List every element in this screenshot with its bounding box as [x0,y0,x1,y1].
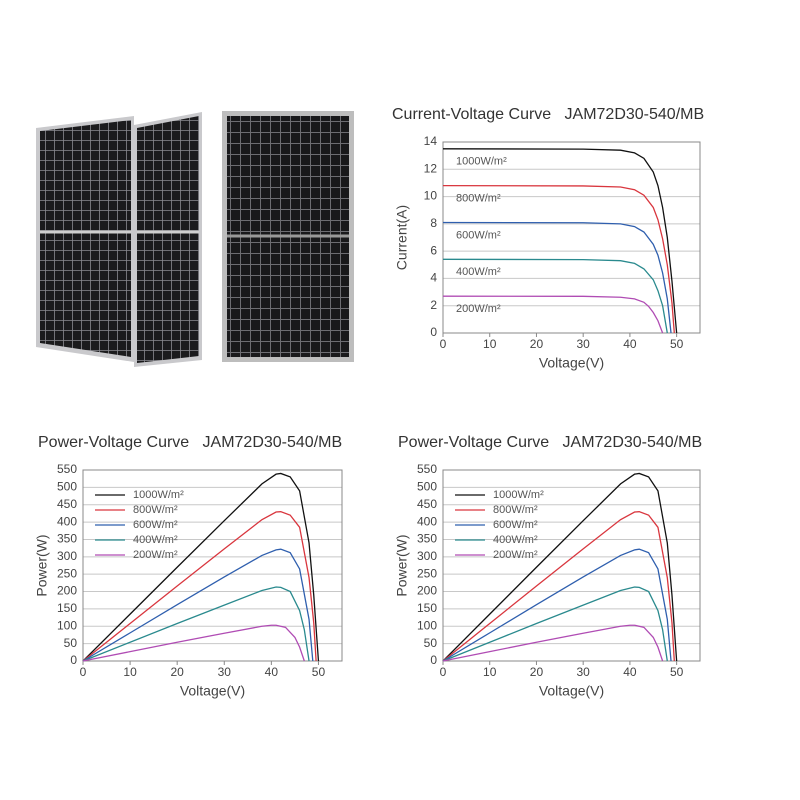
legend-text: 600W/m² [133,519,178,531]
series-line [442,548,672,662]
y-tick-label: 250 [417,566,437,580]
series-line [442,148,678,334]
solar-panels [36,111,354,367]
y-tick-label: 100 [417,618,437,632]
y-axis-label: Power(W) [34,534,50,596]
legend-text: 200W/m² [493,549,538,561]
y-tick-label: 450 [417,497,437,511]
y-tick-label: 350 [417,532,437,546]
y-tick-label: 4 [430,271,437,285]
legend-text: 600W/m² [493,519,538,531]
y-tick-label: 450 [57,497,77,511]
plot-frame [442,469,701,662]
series-line [442,472,678,662]
y-tick-label: 250 [57,566,77,580]
y-tick-label: 300 [417,549,437,563]
y-tick-label: 0 [430,653,437,667]
legend-text: 400W/m² [493,534,538,546]
legend-text: 800W/m² [133,504,178,516]
y-tick-label: 8 [430,216,437,230]
y-tick-label: 500 [417,480,437,494]
plot-frame [442,141,701,334]
curve-label: 400W/m² [456,266,501,278]
x-tick-label: 10 [483,337,497,351]
x-tick-label: 10 [483,665,497,679]
series-line [442,258,668,334]
y-tick-label: 14 [424,134,438,148]
chart-title: Power-Voltage Curve JAM72D30-540/MB [38,434,342,451]
x-tick-label: 0 [440,665,447,679]
series-line [82,586,310,662]
y-tick-label: 500 [57,480,77,494]
y-axis-label: Power(W) [394,534,410,596]
y-tick-label: 2 [430,298,437,312]
chart: Current-Voltage Curve JAM72D30-540/MB 0 2 4… [392,106,704,370]
y-tick-label: 50 [424,636,438,650]
y-tick-label: 12 [424,161,438,175]
panel [40,120,131,357]
x-tick-label: 50 [670,665,684,679]
chart: Power-Voltage Curve JAM72D30-540/MB 0 50 10… [34,434,343,699]
x-tick-label: 20 [171,665,185,679]
x-tick-label: 20 [530,337,544,351]
series-line [442,624,664,662]
y-tick-label: 550 [57,462,77,476]
y-tick-label: 100 [57,618,77,632]
y-tick-label: 150 [417,601,437,615]
curve-label: 800W/m² [456,193,501,205]
y-tick-label: 10 [424,189,438,203]
y-tick-label: 200 [57,584,77,598]
legend-text: 1000W/m² [493,489,544,501]
series-line [442,511,675,662]
x-axis-label: Voltage(V) [539,683,604,699]
series-line [82,472,320,662]
chart-title: Power-Voltage Curve JAM72D30-540/MB [398,434,702,451]
series-line [82,548,314,662]
curve-label: 600W/m² [456,229,501,241]
y-tick-label: 50 [64,636,78,650]
x-tick-label: 30 [577,337,591,351]
y-tick-label: 400 [417,514,437,528]
series-line [82,624,305,662]
series-line [442,295,664,334]
chart-title: Current-Voltage Curve JAM72D30-540/MB [392,106,704,123]
y-tick-label: 550 [417,462,437,476]
series-line [442,185,675,334]
x-tick-label: 40 [265,665,279,679]
chart: Power-Voltage Curve JAM72D30-540/MB 0 50 10… [394,434,702,698]
y-tick-label: 0 [70,653,77,667]
x-tick-label: 50 [670,337,684,351]
y-tick-label: 150 [57,601,77,615]
y-tick-label: 6 [430,243,437,257]
x-tick-label: 40 [623,665,637,679]
curve-label: 1000W/m² [456,156,507,168]
series-line [442,221,672,334]
y-tick-label: 350 [57,532,77,546]
x-tick-label: 10 [123,665,137,679]
series-line [82,511,317,662]
x-tick-label: 50 [312,665,326,679]
y-axis-label: Current(A) [394,205,410,270]
x-tick-label: 30 [577,665,591,679]
x-axis-label: Voltage(V) [180,683,245,699]
panel [137,116,199,363]
curve-label: 200W/m² [456,303,501,315]
x-tick-label: 30 [218,665,232,679]
x-tick-label: 20 [530,665,544,679]
y-tick-label: 200 [417,584,437,598]
y-tick-label: 300 [57,549,77,563]
x-tick-label: 40 [623,337,637,351]
plot-frame [82,469,343,662]
legend-text: 800W/m² [493,504,538,516]
legend-text: 1000W/m² [133,489,184,501]
series-line [442,586,668,662]
x-tick-label: 0 [440,337,447,351]
x-tick-label: 0 [80,665,87,679]
y-tick-label: 400 [57,514,77,528]
x-axis-label: Voltage(V) [539,355,604,371]
legend-text: 400W/m² [133,534,178,546]
legend-text: 200W/m² [133,549,178,561]
y-tick-label: 0 [430,325,437,339]
